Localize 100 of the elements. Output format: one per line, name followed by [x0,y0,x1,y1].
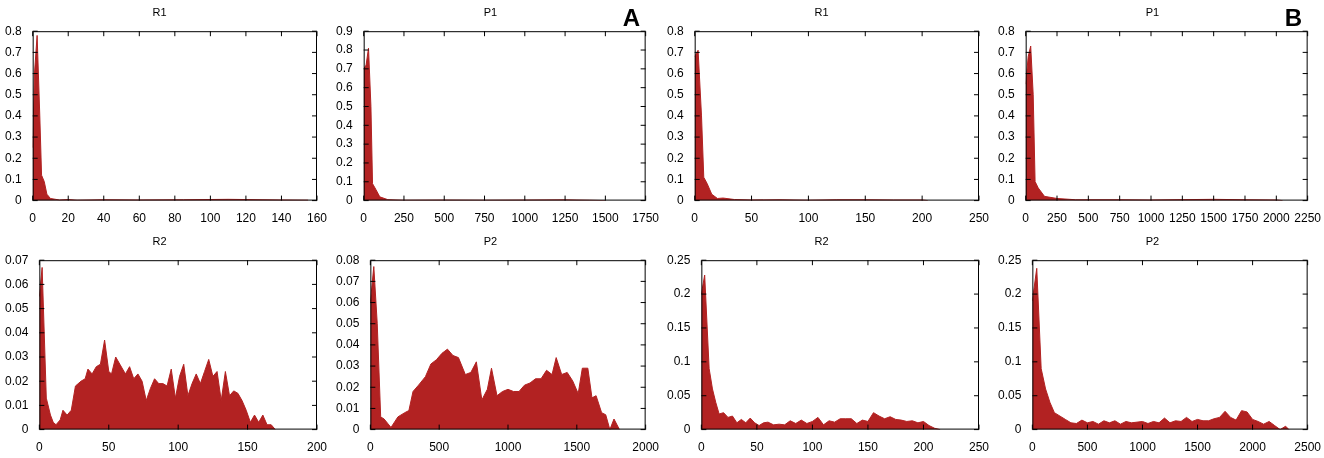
x-tick-label: 1000 [1129,440,1157,455]
x-tick-label: 20 [61,211,76,226]
y-tick-label: 0.8 [666,23,684,38]
y-tick-label: 0.4 [335,117,353,132]
chart-title: P2 [1145,234,1160,247]
y-tick-label: 0.05 [998,388,1022,403]
y-tick-label: 0.1 [666,171,684,186]
x-tick-label: 250 [393,211,415,226]
x-tick-label: 120 [235,211,257,226]
y-tick-label: 0.15 [667,320,691,335]
y-tick-label: 0.3 [666,129,684,144]
x-tick-label: 250 [1047,211,1068,226]
chart-title: R2 [152,234,167,247]
x-tick-label: 0 [1029,440,1037,455]
x-tick-label: 1500 [563,440,591,455]
x-tick-label: 0 [698,440,706,455]
x-tick-label: 500 [1078,211,1099,226]
x-tick-label: 500 [434,211,455,226]
x-tick-label: 100 [200,211,221,226]
y-tick-label: 0.1 [4,171,22,186]
y-tick-label: 0.7 [4,44,22,59]
x-tick-label: 1500 [1200,211,1228,226]
y-tick-label: 0.01 [5,397,29,412]
y-tick-label: 0.7 [997,44,1015,59]
x-tick-label: 500 [429,440,450,455]
x-tick-label: 1500 [1184,440,1212,455]
x-tick-label: 60 [132,211,147,226]
x-tick-label: 1250 [551,211,579,226]
text: B [1284,4,1302,32]
x-tick-label: 1000 [494,440,522,455]
y-tick-label: 0.6 [335,79,353,94]
y-tick-label: 0.6 [666,65,684,80]
x-tick-label: 2000 [632,440,660,455]
x-tick-label: 140 [271,211,292,226]
x-tick-label: 200 [912,211,933,226]
y-tick-label: 0.07 [5,252,29,267]
x-tick-label: 2000 [1262,211,1290,226]
y-tick-label: 0.7 [335,61,353,76]
y-tick-label: 0.2 [4,150,22,165]
y-tick-label: 0.15 [998,320,1022,335]
y-tick-label: 0.04 [336,337,360,352]
y-tick-label: 0 [21,421,29,436]
y-tick-label: 0.5 [997,87,1015,102]
x-tick-label: 1750 [632,211,660,226]
y-tick-label: 0.01 [336,400,360,415]
y-tick-label: 0 [676,192,684,207]
y-tick-label: 0.04 [5,325,29,340]
x-tick-label: 40 [97,211,111,226]
x-tick-label: 100 [798,211,819,226]
y-tick-label: 0.1 [1004,354,1022,369]
x-tick-label: 500 [1077,440,1098,455]
y-tick-label: 0 [683,421,691,436]
y-tick-label: 0.25 [998,252,1022,267]
y-tick-label: 0.02 [336,379,360,394]
x-tick-label: 50 [750,440,764,455]
x-tick-label: 150 [855,211,876,226]
x-tick-label: 0 [36,440,44,455]
chart-title: P1 [483,5,498,18]
x-tick-label: 0 [367,440,375,455]
y-tick-label: 0.5 [666,87,684,102]
x-tick-label: 750 [474,211,495,226]
x-tick-label: 1250 [1168,211,1196,226]
y-tick-label: 0.05 [336,316,360,331]
x-tick-label: 50 [744,211,759,226]
x-tick-label: 80 [168,211,182,226]
x-tick-label: 2250 [1294,211,1322,226]
y-tick-label: 0.05 [5,300,29,315]
x-tick-label: 150 [237,440,258,455]
y-tick-label: 0.8 [997,23,1015,38]
y-tick-label: 0.2 [997,150,1015,165]
y-tick-label: 0.07 [336,273,360,288]
chart-title: P2 [483,234,498,247]
y-tick-label: 0.3 [997,129,1015,144]
x-tick-label: 1500 [592,211,620,226]
y-tick-label: 0.5 [335,98,353,113]
y-tick-label: 0.1 [673,354,691,369]
y-tick-label: 0 [1007,192,1015,207]
y-tick-label: 0.3 [4,129,22,144]
y-tick-label: 0.25 [667,252,691,267]
x-tick-label: 50 [102,440,116,455]
y-tick-label: 0.6 [997,65,1015,80]
x-tick-label: 1750 [1231,211,1259,226]
y-tick-label: 0.4 [4,108,22,123]
y-tick-label: 0.6 [4,65,22,80]
x-tick-label: 750 [1109,211,1130,226]
y-tick-label: 0.2 [673,286,691,301]
y-tick-label: 0.2 [1004,286,1022,301]
y-tick-label: 0.9 [335,23,353,38]
y-tick-label: 0.3 [335,136,353,151]
y-tick-label: 0.06 [336,294,360,309]
x-tick-label: 200 [306,440,328,455]
x-tick-label: 250 [968,440,990,455]
x-tick-label: 160 [306,211,328,226]
x-tick-label: 1000 [1137,211,1165,226]
chart-title: R2 [814,234,829,247]
y-tick-label: 0.8 [335,42,353,57]
y-tick-label: 0.02 [5,373,29,388]
chart-title: R1 [152,5,167,18]
y-tick-label: 0.4 [666,108,684,123]
x-tick-label: 2500 [1294,440,1322,455]
